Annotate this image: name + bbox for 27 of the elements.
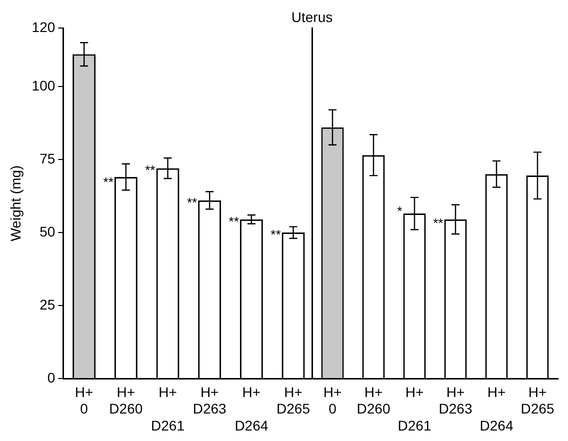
y-tick-label: 75 xyxy=(40,150,56,166)
category-label: H+ D261 xyxy=(398,384,432,434)
annotation: ** xyxy=(145,162,156,178)
y-tick-label: 0 xyxy=(47,369,56,386)
x-tick-label: H+ D263 xyxy=(438,384,472,417)
y-tick-label: 120 xyxy=(32,18,56,35)
y-axis-title: Weight (mg) xyxy=(7,165,24,242)
category-label: H+ D261 xyxy=(151,384,184,434)
x-tick-label: H+ D260 xyxy=(109,384,143,417)
x-tick-label: H+ D260 xyxy=(356,384,390,417)
annotation: ** xyxy=(270,227,281,242)
y-tick-label: 25 xyxy=(40,296,56,312)
annotation: ** xyxy=(433,215,444,230)
category-label: H+ D264 xyxy=(480,384,514,434)
y-tick-label: 50 xyxy=(40,223,56,240)
x-tick-label: H+ 0 xyxy=(74,384,94,417)
x-tick-label: H+ 0 xyxy=(323,384,342,417)
x-tick-label: H+ D263 xyxy=(192,384,227,417)
x-tick-label: H+ D265 xyxy=(520,384,554,417)
y-tick-label: 100 xyxy=(32,77,56,94)
annotation: ** xyxy=(186,194,198,210)
annotation: * xyxy=(397,204,402,219)
annotation: ** xyxy=(103,174,114,190)
x-tick-label: H+ D265 xyxy=(276,384,310,417)
annotation: ** xyxy=(228,214,239,229)
chart-title: Uterus xyxy=(291,8,333,25)
category-label: H+ D264 xyxy=(234,384,268,434)
